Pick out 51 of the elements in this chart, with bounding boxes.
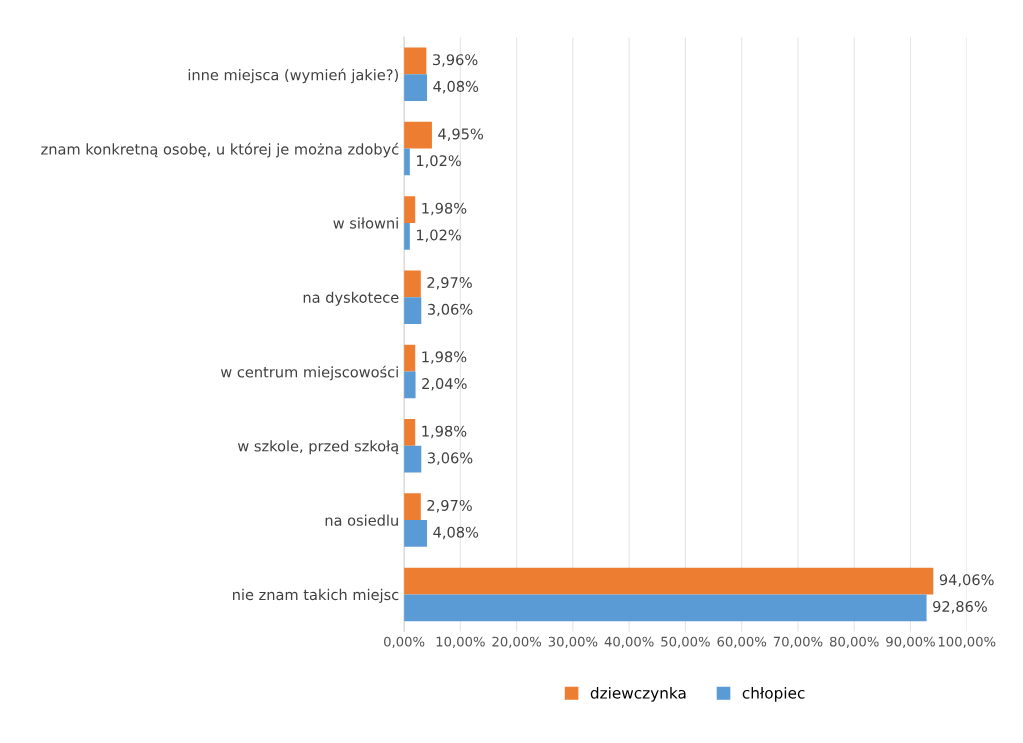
data-label: 2,97% [427, 277, 472, 290]
data-label: 1,02% [416, 229, 461, 242]
bar [404, 520, 428, 547]
y-tick-label: nie znam takich miejsc [233, 588, 399, 603]
data-label: 1,98% [422, 425, 467, 439]
x-tick-label: 20,00% [492, 636, 542, 648]
y-tick-label: na dyskotece [303, 291, 399, 306]
x-tick-label: 0,00% [384, 636, 425, 648]
data-label: 4,08% [433, 80, 479, 94]
bar [404, 344, 416, 372]
y-tick-label: znam konkretną osobę, u której je można zdobyć [41, 142, 399, 158]
bar [404, 121, 432, 149]
legend-label: dziewczynka [590, 686, 686, 702]
x-tick-label: 70,00% [773, 636, 823, 648]
bar [404, 445, 422, 473]
y-tick-label: w centrum miejscowości [220, 365, 398, 381]
x-tick-label: 90,00% [886, 636, 935, 648]
bar [404, 74, 428, 102]
data-label: 92,86% [933, 600, 987, 614]
bar [404, 493, 421, 521]
x-tick-label: 50,00% [661, 636, 710, 648]
bar [404, 371, 416, 399]
data-label: 4,95% [438, 128, 484, 141]
data-label: 94,06% [939, 574, 994, 587]
x-tick-label: 100,00% [938, 636, 996, 648]
y-tick-label: w szkole, przed szkołą [237, 440, 399, 455]
bar [404, 594, 927, 622]
y-tick-label: w siłowni [333, 217, 398, 229]
x-tick-label: 60,00% [717, 636, 767, 648]
data-label: 2,97% [427, 499, 472, 513]
x-tick-label: 40,00% [604, 636, 654, 648]
x-tick-label: 80,00% [829, 636, 879, 648]
x-tick-label: 30,00% [548, 636, 598, 648]
y-tick-label: na osiedlu [325, 514, 398, 526]
data-label: 1,98% [422, 202, 467, 216]
bar [404, 567, 934, 595]
bar [404, 419, 416, 446]
bar [404, 47, 427, 75]
data-label: 3,06% [427, 303, 473, 317]
bar [404, 297, 422, 324]
data-label: 4,08% [433, 526, 479, 540]
data-label: 3,06% [427, 452, 473, 465]
y-tick-label: inne miejsca (wymień jakie?) [188, 68, 398, 84]
bar [404, 270, 421, 298]
data-label: 1,98% [422, 351, 467, 364]
data-label: 2,04% [422, 378, 467, 391]
data-label: 1,02% [416, 155, 461, 168]
bar [404, 196, 416, 223]
data-label: 3,96% [433, 54, 478, 67]
x-tick-label: 10,00% [436, 636, 485, 648]
legend-label: chłopiec [742, 686, 805, 702]
